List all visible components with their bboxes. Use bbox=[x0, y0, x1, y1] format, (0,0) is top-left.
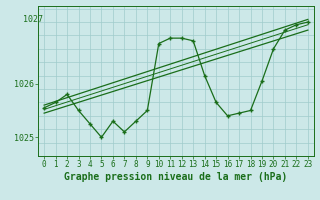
Text: 1027: 1027 bbox=[23, 15, 44, 24]
X-axis label: Graphe pression niveau de la mer (hPa): Graphe pression niveau de la mer (hPa) bbox=[64, 172, 288, 182]
